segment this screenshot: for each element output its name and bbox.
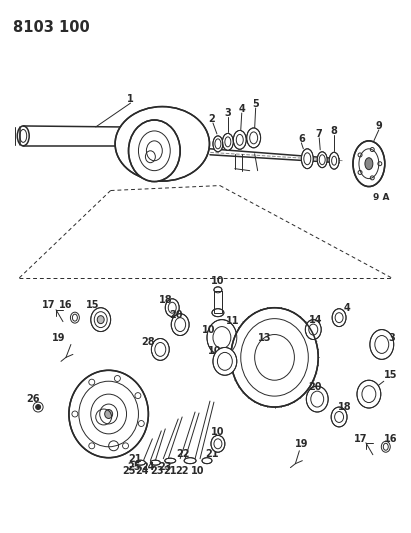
Ellipse shape [370, 329, 394, 359]
Ellipse shape [211, 435, 225, 452]
Ellipse shape [213, 348, 237, 375]
Text: 10: 10 [202, 325, 216, 335]
Text: 24: 24 [142, 462, 155, 472]
Ellipse shape [329, 152, 339, 169]
Ellipse shape [306, 386, 328, 412]
Text: 18: 18 [159, 295, 172, 305]
Text: 24: 24 [136, 466, 149, 475]
Text: 10: 10 [211, 276, 225, 286]
Text: 1: 1 [127, 94, 134, 104]
Ellipse shape [214, 287, 222, 293]
Ellipse shape [353, 141, 385, 187]
Ellipse shape [115, 107, 210, 181]
Text: 20: 20 [169, 310, 183, 320]
Text: 18: 18 [338, 402, 352, 412]
Ellipse shape [247, 128, 261, 148]
Ellipse shape [129, 120, 180, 182]
Text: 8: 8 [331, 126, 337, 136]
Ellipse shape [222, 133, 233, 150]
Ellipse shape [171, 314, 189, 336]
Ellipse shape [202, 458, 212, 464]
Ellipse shape [331, 407, 347, 427]
Text: 6: 6 [298, 134, 305, 144]
Text: 4: 4 [344, 303, 351, 313]
Text: 4: 4 [238, 104, 245, 114]
Ellipse shape [357, 380, 381, 408]
Ellipse shape [213, 136, 223, 152]
Text: 10: 10 [208, 346, 222, 357]
Text: 16: 16 [59, 300, 73, 310]
Text: 26: 26 [26, 394, 40, 404]
Text: 15: 15 [86, 300, 99, 310]
Ellipse shape [91, 308, 111, 332]
Ellipse shape [69, 370, 148, 458]
Text: 19: 19 [295, 439, 308, 449]
Ellipse shape [233, 131, 246, 149]
Text: 21: 21 [205, 449, 219, 459]
Text: 2: 2 [208, 114, 215, 124]
Ellipse shape [150, 460, 160, 465]
Text: 11: 11 [226, 316, 240, 326]
Ellipse shape [165, 299, 179, 317]
Circle shape [36, 405, 41, 409]
Text: 23: 23 [159, 462, 172, 472]
Ellipse shape [301, 149, 313, 168]
Text: 22: 22 [176, 449, 190, 459]
Ellipse shape [317, 152, 327, 168]
Text: 9: 9 [375, 121, 382, 131]
Text: 3: 3 [224, 108, 231, 118]
Bar [214, 291, 222, 313]
Ellipse shape [184, 458, 196, 464]
Text: 19: 19 [52, 333, 66, 343]
Text: 3: 3 [388, 333, 395, 343]
Ellipse shape [231, 308, 318, 407]
Text: 17: 17 [42, 300, 56, 310]
Text: 15: 15 [384, 370, 397, 380]
Text: 22: 22 [175, 466, 189, 475]
Bar [214, 291, 222, 313]
Text: 5: 5 [252, 99, 259, 109]
Ellipse shape [105, 409, 113, 418]
Ellipse shape [136, 460, 145, 465]
Text: 21: 21 [164, 466, 177, 475]
Text: 13: 13 [258, 333, 271, 343]
Text: 25: 25 [122, 466, 135, 475]
Ellipse shape [165, 458, 176, 463]
Text: 17: 17 [354, 434, 368, 444]
Ellipse shape [305, 320, 321, 340]
Text: 21: 21 [129, 454, 142, 464]
Text: 14: 14 [309, 314, 322, 325]
Text: 28: 28 [141, 337, 155, 348]
Text: 20: 20 [309, 382, 322, 392]
Text: 16: 16 [384, 434, 397, 444]
Ellipse shape [207, 320, 237, 356]
Ellipse shape [97, 316, 104, 324]
Text: 7: 7 [316, 129, 323, 139]
Text: 23: 23 [150, 466, 164, 475]
Ellipse shape [365, 158, 373, 169]
Text: 10: 10 [211, 427, 225, 437]
Text: 10: 10 [191, 466, 205, 475]
Text: 8103 100: 8103 100 [13, 20, 90, 35]
Text: 9 A: 9 A [372, 193, 389, 202]
Text: 25: 25 [128, 462, 141, 472]
Ellipse shape [151, 338, 169, 360]
Ellipse shape [212, 309, 224, 317]
Ellipse shape [332, 309, 346, 327]
